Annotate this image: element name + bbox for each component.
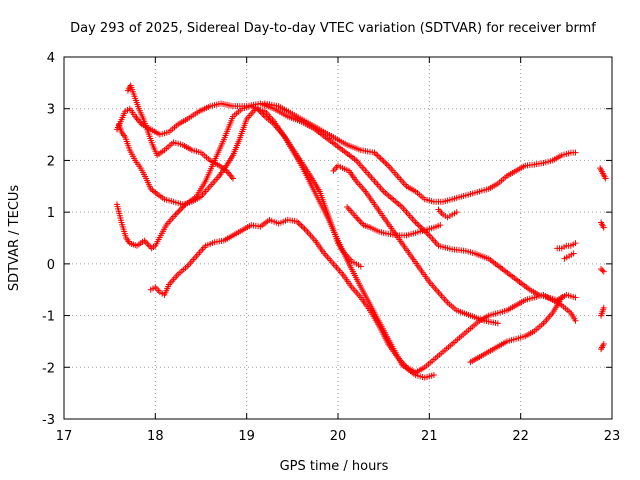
series-s17 (598, 341, 607, 353)
data-point (356, 217, 363, 224)
y-tick-label: 1 (47, 206, 55, 221)
data-point (600, 341, 607, 348)
data-point (600, 304, 607, 311)
data-point (602, 175, 609, 182)
y-tick-label: 0 (47, 258, 55, 273)
x-tick-label: 17 (56, 429, 73, 444)
data-point (600, 224, 607, 231)
series-s16 (598, 304, 607, 319)
y-tick-label: 4 (47, 51, 55, 66)
data-point (430, 372, 437, 379)
data-point (414, 220, 421, 227)
data-point (558, 294, 565, 301)
data-point (229, 175, 236, 182)
series-s7 (330, 162, 501, 327)
series-s11 (554, 240, 579, 252)
y-axis-label: SDTVAR / TECUs (7, 185, 22, 292)
x-axis-label: GPS time / hours (280, 459, 389, 474)
data-point (599, 267, 606, 274)
series-s6 (261, 100, 579, 205)
data-point (382, 159, 389, 166)
data-point (178, 205, 185, 212)
series-s12 (561, 250, 577, 262)
data-point (379, 156, 386, 163)
grid-lines (64, 57, 612, 419)
data-point (357, 218, 364, 225)
x-tick-label: 19 (238, 429, 255, 444)
series-s9 (435, 206, 460, 221)
data-point (299, 224, 306, 231)
series-s5 (147, 216, 579, 376)
x-tick-label: 18 (147, 429, 164, 444)
x-tick-label: 23 (604, 429, 621, 444)
data-point (298, 222, 305, 229)
series-s2 (113, 100, 579, 304)
x-tick-label: 20 (330, 429, 347, 444)
series-s4 (124, 82, 236, 182)
data-point (415, 222, 422, 229)
data-point (376, 153, 383, 160)
y-tick-label: -3 (42, 413, 55, 428)
data-point (600, 268, 607, 275)
y-tick-label: 2 (47, 154, 55, 169)
series-s10 (467, 294, 565, 366)
series-s13 (597, 165, 609, 182)
data-point (173, 210, 180, 217)
chart-title: Day 293 of 2025, Sidereal Day-to-day VTE… (70, 21, 596, 36)
data-point (172, 211, 179, 218)
data-point (598, 266, 605, 273)
x-tick-label: 21 (421, 429, 438, 444)
y-axis-ticks: -3 -2 -1 0 1 2 3 4 (42, 51, 612, 428)
data-point (175, 208, 182, 215)
data-point (354, 215, 361, 222)
data-point (176, 207, 183, 214)
y-tick-label: -1 (42, 310, 55, 325)
x-tick-label: 22 (512, 429, 529, 444)
series-s8 (344, 203, 444, 239)
data-point (383, 161, 390, 168)
data-point (570, 250, 577, 257)
y-tick-label: 3 (47, 103, 55, 118)
series-s3 (115, 105, 437, 381)
y-tick-label: -2 (42, 361, 55, 376)
data-point (374, 152, 381, 159)
data-point (142, 239, 149, 246)
series-s15 (598, 266, 607, 275)
data-point (377, 155, 384, 162)
data-point (301, 225, 308, 232)
data-point (453, 209, 460, 216)
data-point (572, 149, 579, 156)
x-axis-ticks: 17 18 19 20 21 22 23 (56, 57, 621, 444)
data-point (296, 221, 303, 228)
data-point (572, 317, 579, 324)
data-point (572, 240, 579, 247)
series-s14 (598, 219, 607, 231)
data-point (494, 320, 501, 327)
data-point (424, 230, 431, 237)
data-points (113, 82, 609, 381)
data-point (357, 263, 364, 270)
data-point (572, 294, 579, 301)
data-point (437, 222, 444, 229)
data-point (380, 158, 387, 165)
